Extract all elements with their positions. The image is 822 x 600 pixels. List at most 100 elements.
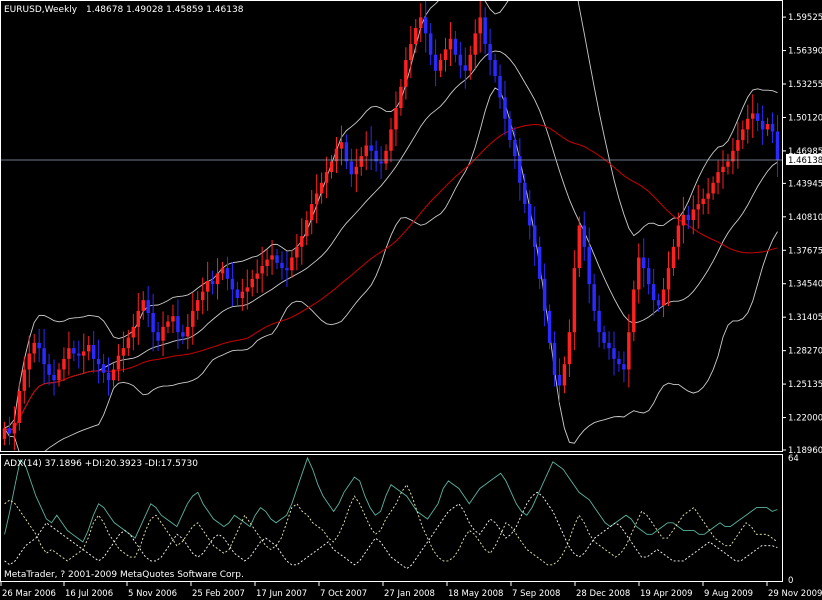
adx-plot[interactable]: 64 0: [4, 454, 799, 586]
candle-body: [394, 108, 398, 130]
candle-body: [399, 86, 403, 109]
candle-body: [646, 268, 651, 285]
candle-body: [746, 118, 750, 130]
candle-body: [741, 129, 745, 141]
x-tick-label: 9 Aug 2009: [704, 589, 753, 599]
candle-body: [47, 364, 51, 375]
bollinger-upper-line: [4, 1, 778, 429]
candle-body: [542, 278, 547, 311]
x-tick-label: 19 Apr 2009: [640, 589, 693, 599]
y-tick-label: 1.56390: [788, 47, 822, 57]
candle-body: [300, 236, 304, 247]
candle-body: [354, 166, 359, 175]
candle-body: [215, 273, 220, 285]
candle-body: [523, 182, 527, 205]
candle-body: [656, 300, 661, 306]
candle-body: [597, 310, 601, 333]
candle-body: [760, 120, 765, 130]
candle-body: [210, 280, 215, 285]
candle-body: [96, 358, 101, 365]
candle-body: [404, 60, 408, 87]
candle-body: [438, 60, 443, 71]
candle-body: [503, 97, 507, 119]
x-tick-label: 26 Mar 2006: [2, 589, 56, 599]
candle-body: [706, 193, 710, 199]
candle-body: [101, 364, 106, 373]
candle-body: [498, 76, 502, 98]
price-axis: 1.59525 1.56390 1.53255 1.50120 1.46985 1.439…: [782, 13, 822, 456]
y-tick-label: 1.31405: [788, 313, 822, 323]
candle-body: [577, 225, 582, 269]
candle-body: [751, 113, 755, 119]
candle-body: [716, 172, 720, 183]
candle-body: [196, 300, 200, 311]
candle-body: [57, 369, 61, 381]
candle-body: [136, 310, 141, 327]
candle-body: [171, 316, 175, 322]
candle-body: [111, 369, 116, 381]
x-tick-label: 16 Jul 2006: [65, 589, 113, 599]
candle-body: [245, 287, 250, 292]
candle-body: [359, 156, 364, 167]
candle-body: [701, 198, 705, 205]
candle-body: [671, 246, 676, 269]
candle-body: [91, 344, 96, 359]
candle-body: [220, 268, 225, 274]
candle-body: [176, 316, 180, 333]
adx-y-tick-label: 64: [788, 454, 799, 464]
candle-body: [775, 131, 780, 161]
candle-body: [409, 44, 413, 61]
candle-body: [661, 289, 666, 306]
candle-body: [235, 289, 240, 299]
candle-body: [42, 348, 46, 365]
candle-body: [691, 209, 696, 221]
x-tick-label: 27 Jan 2008: [384, 589, 435, 599]
candle-body: [191, 310, 195, 327]
y-tick-label: 1.46985: [788, 147, 822, 157]
candle-body: [369, 145, 373, 151]
candle-body: [131, 326, 136, 338]
candle-body: [483, 17, 487, 45]
candle-body: [364, 145, 368, 157]
candle-body: [557, 374, 562, 386]
y-tick-label: 1.18960: [788, 446, 822, 456]
candle-body: [488, 44, 492, 61]
candle-body: [765, 124, 770, 130]
candle-body: [67, 348, 71, 359]
candle-body: [423, 17, 428, 34]
current-price-label: 1.46138: [788, 156, 822, 166]
candle-body: [681, 214, 686, 226]
candle-body: [770, 124, 775, 132]
candle-body: [468, 54, 473, 71]
time-axis: 26 Mar 2006 16 Jul 2006 5 Nov 2006 25 Feb 2…: [0, 582, 822, 599]
candle-body: [255, 273, 259, 279]
candle-body: [324, 172, 329, 183]
candle-body: [572, 268, 577, 333]
candle-body: [344, 142, 349, 162]
candle-body: [622, 364, 626, 370]
candle-body: [379, 161, 383, 164]
candle-body: [260, 266, 264, 274]
candle-body: [547, 310, 552, 343]
candle-body: [12, 422, 17, 434]
di-line: [4, 491, 778, 570]
candle-body: [513, 140, 517, 157]
candle-body: [305, 220, 309, 237]
price-plot[interactable]: [1, 0, 782, 461]
candle-body: [473, 33, 477, 55]
y-tick-label: 1.59525: [788, 13, 822, 23]
candle-body: [676, 225, 681, 247]
candle-body: [37, 342, 41, 349]
candle-body: [250, 278, 254, 288]
y-tick-label: 1.22000: [788, 414, 822, 424]
bollinger-lower-line: [4, 87, 778, 451]
moving-average-line: [4, 123, 778, 432]
candle-body: [711, 182, 715, 194]
candle-body: [552, 342, 557, 375]
candle-body: [200, 291, 205, 301]
candle-body: [414, 28, 418, 45]
candle-body: [721, 166, 725, 173]
candle-body: [637, 257, 641, 290]
x-tick-label: 29 Nov 2009: [768, 589, 822, 599]
